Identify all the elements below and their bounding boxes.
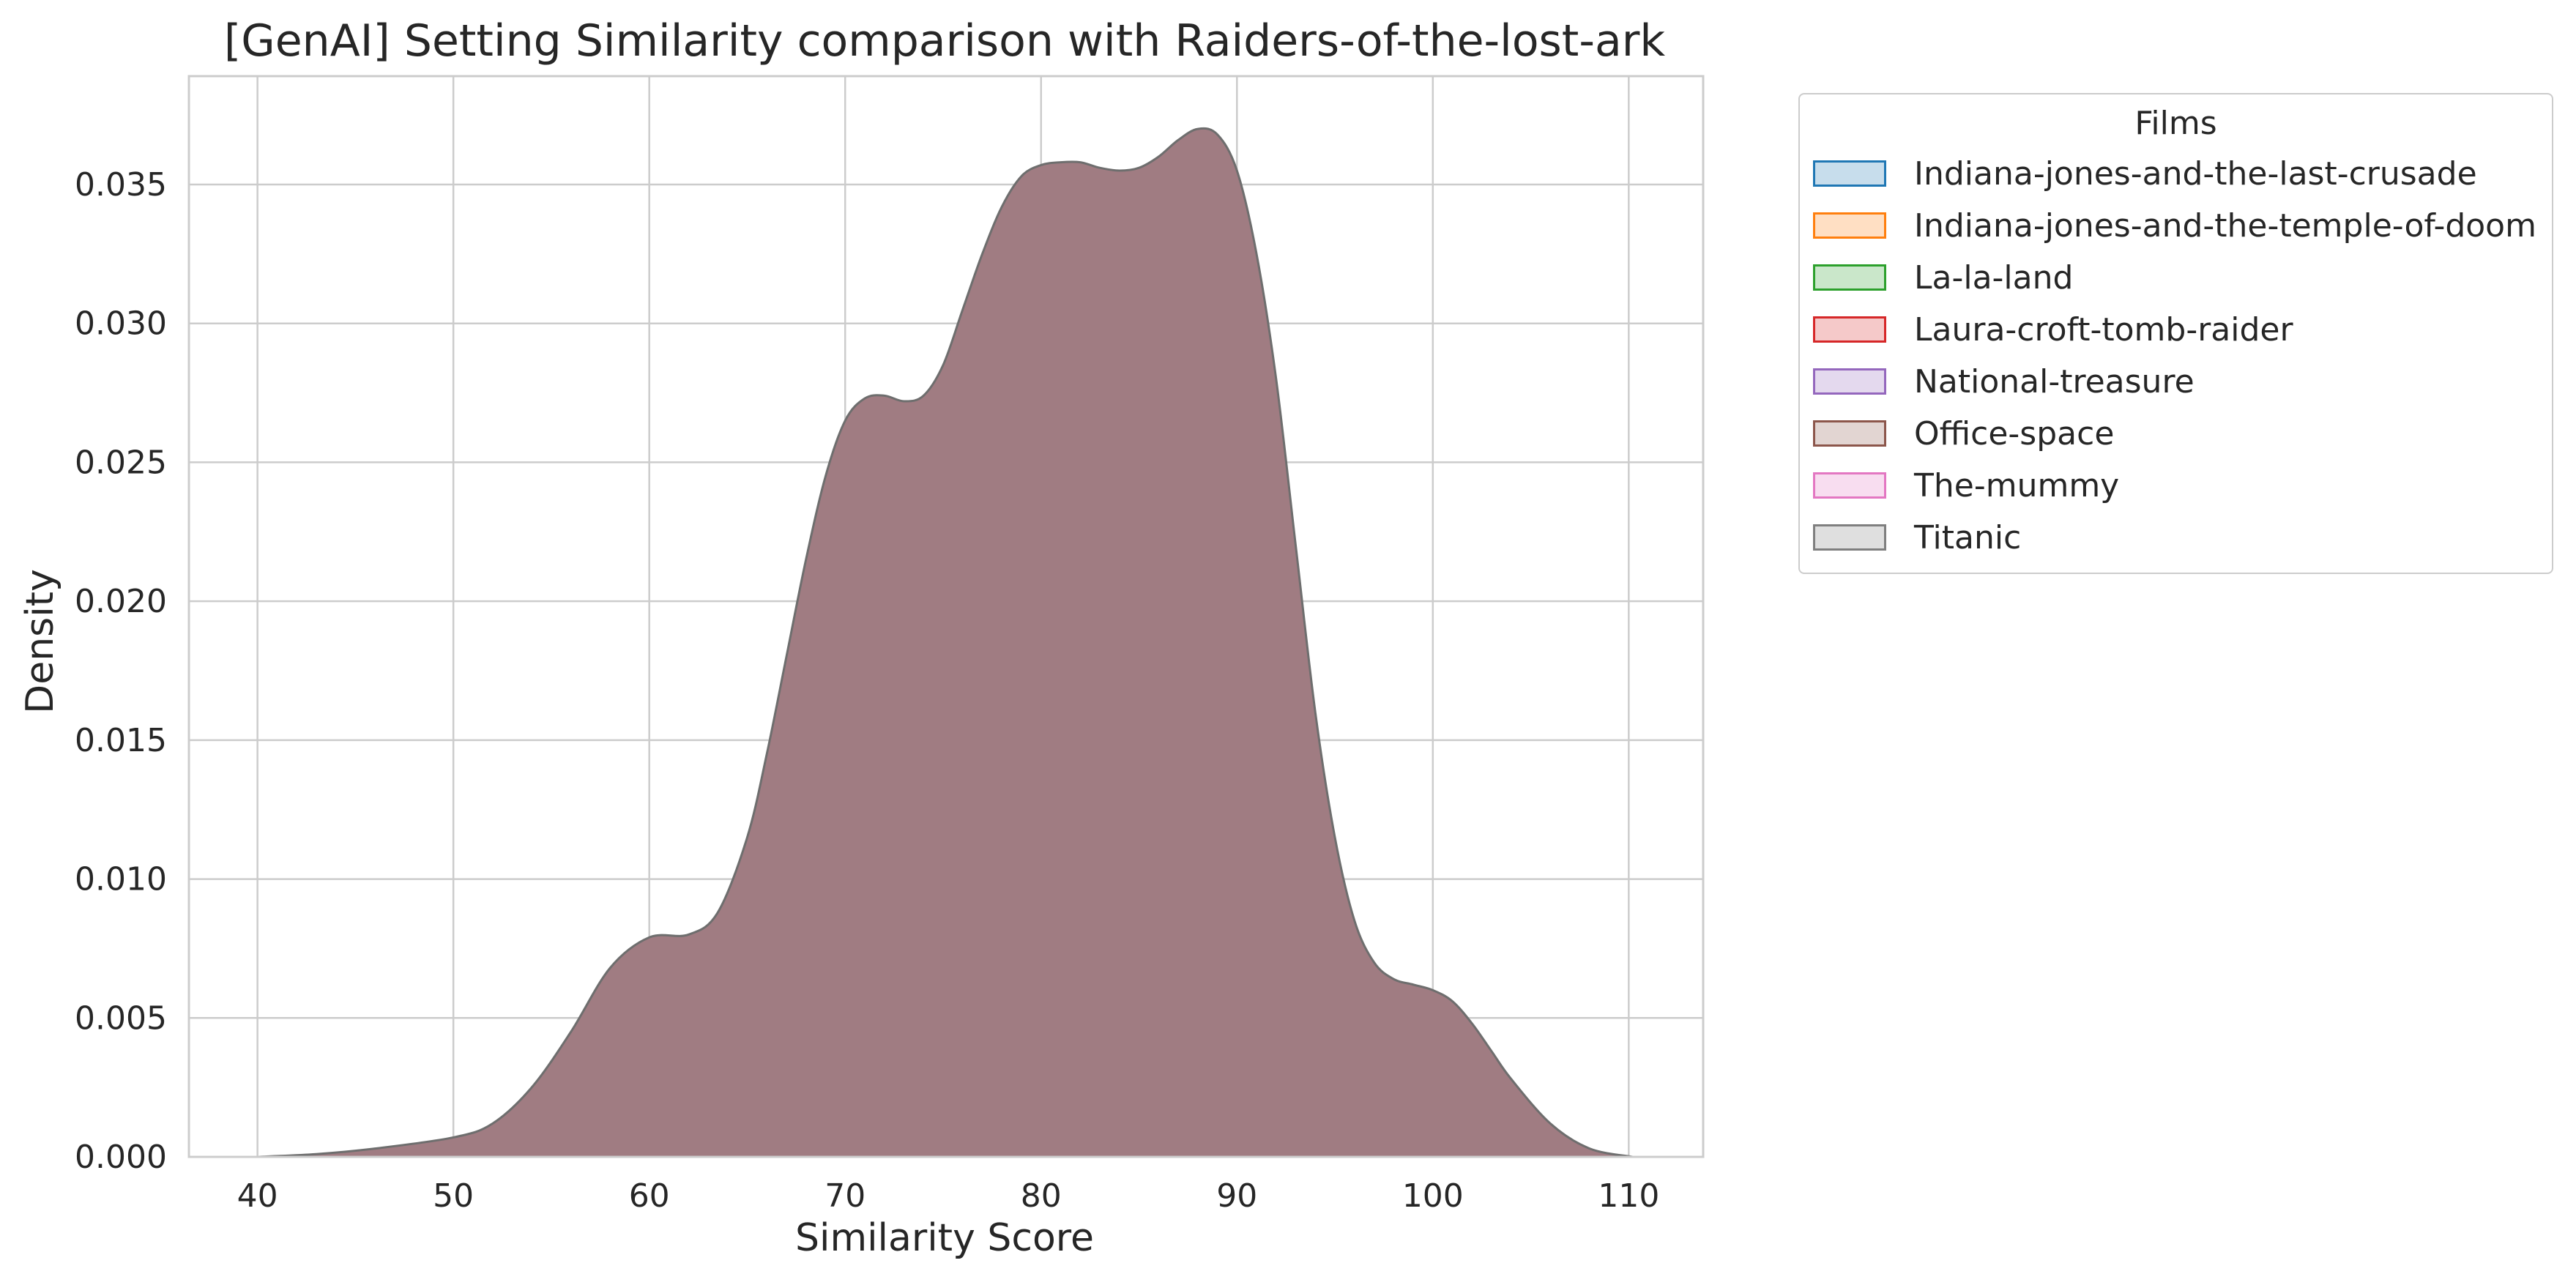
density-area bbox=[257, 127, 1633, 1158]
x-tick-label: 70 bbox=[824, 1177, 866, 1215]
y-tick-label: 0.020 bbox=[75, 583, 167, 620]
legend-swatch bbox=[1813, 264, 1886, 291]
y-tick-label: 0.005 bbox=[75, 999, 167, 1037]
x-tick-label: 90 bbox=[1216, 1177, 1257, 1215]
x-tick-label: 80 bbox=[1021, 1177, 1062, 1215]
y-tick-labels: 0.000 0.005 0.010 0.015 0.020 0.025 0.030 0.035 bbox=[75, 166, 167, 1176]
x-tick-label: 110 bbox=[1598, 1177, 1659, 1215]
legend-label: The-mummy bbox=[1914, 466, 2120, 504]
legend-item: Titanic bbox=[1813, 515, 2021, 559]
legend-label: Office-space bbox=[1914, 414, 2115, 452]
chart-title: [GenAI] Setting Similarity comparison wi… bbox=[224, 15, 1666, 67]
x-tick-labels: 40 50 60 70 80 90 100 110 bbox=[237, 1177, 1660, 1215]
legend-label: Laura-croft-tomb-raider bbox=[1914, 310, 2293, 349]
legend-swatch bbox=[1813, 420, 1886, 447]
legend-label: Indiana-jones-and-the-temple-of-doom bbox=[1914, 206, 2536, 245]
legend-item: The-mummy bbox=[1813, 463, 2119, 507]
y-axis-label: Density bbox=[18, 569, 62, 714]
legend-swatch bbox=[1813, 524, 1886, 551]
x-axis-label: Similarity Score bbox=[795, 1216, 1094, 1260]
legend-label: La-la-land bbox=[1914, 258, 2074, 297]
legend-title: Films bbox=[2134, 105, 2217, 142]
x-tick-label: 50 bbox=[433, 1177, 474, 1215]
legend-label: Indiana-jones-and-the-last-crusade bbox=[1914, 154, 2477, 193]
legend-swatch bbox=[1813, 368, 1886, 395]
x-tick-label: 40 bbox=[237, 1177, 278, 1215]
legend-label: Titanic bbox=[1914, 518, 2022, 556]
legend-swatch bbox=[1813, 160, 1886, 187]
legend-item: Office-space bbox=[1813, 411, 2114, 455]
density-fill bbox=[257, 128, 1633, 1158]
legend-label: National-treasure bbox=[1914, 362, 2195, 401]
legend-item: National-treasure bbox=[1813, 360, 2195, 403]
y-tick-label: 0.010 bbox=[75, 861, 167, 898]
legend-item: Indiana-jones-and-the-temple-of-doom bbox=[1813, 204, 2536, 247]
y-tick-label: 0.015 bbox=[75, 722, 167, 759]
x-tick-label: 60 bbox=[629, 1177, 670, 1215]
legend: Films Indiana-jones-and-the-last-crusade… bbox=[1798, 93, 2553, 574]
y-tick-label: 0.030 bbox=[75, 305, 167, 343]
legend-item: La-la-land bbox=[1813, 256, 2073, 299]
y-tick-label: 0.000 bbox=[75, 1139, 167, 1176]
density-line bbox=[257, 127, 1633, 1158]
legend-item: Indiana-jones-and-the-last-crusade bbox=[1813, 152, 2477, 195]
legend-item: Laura-croft-tomb-raider bbox=[1813, 308, 2293, 351]
x-tick-label: 100 bbox=[1402, 1177, 1464, 1215]
plot-frame bbox=[187, 75, 1705, 1158]
legend-swatch bbox=[1813, 316, 1886, 343]
y-tick-label: 0.035 bbox=[75, 166, 167, 204]
legend-swatch bbox=[1813, 472, 1886, 499]
y-tick-label: 0.025 bbox=[75, 444, 167, 481]
legend-swatch bbox=[1813, 212, 1886, 239]
